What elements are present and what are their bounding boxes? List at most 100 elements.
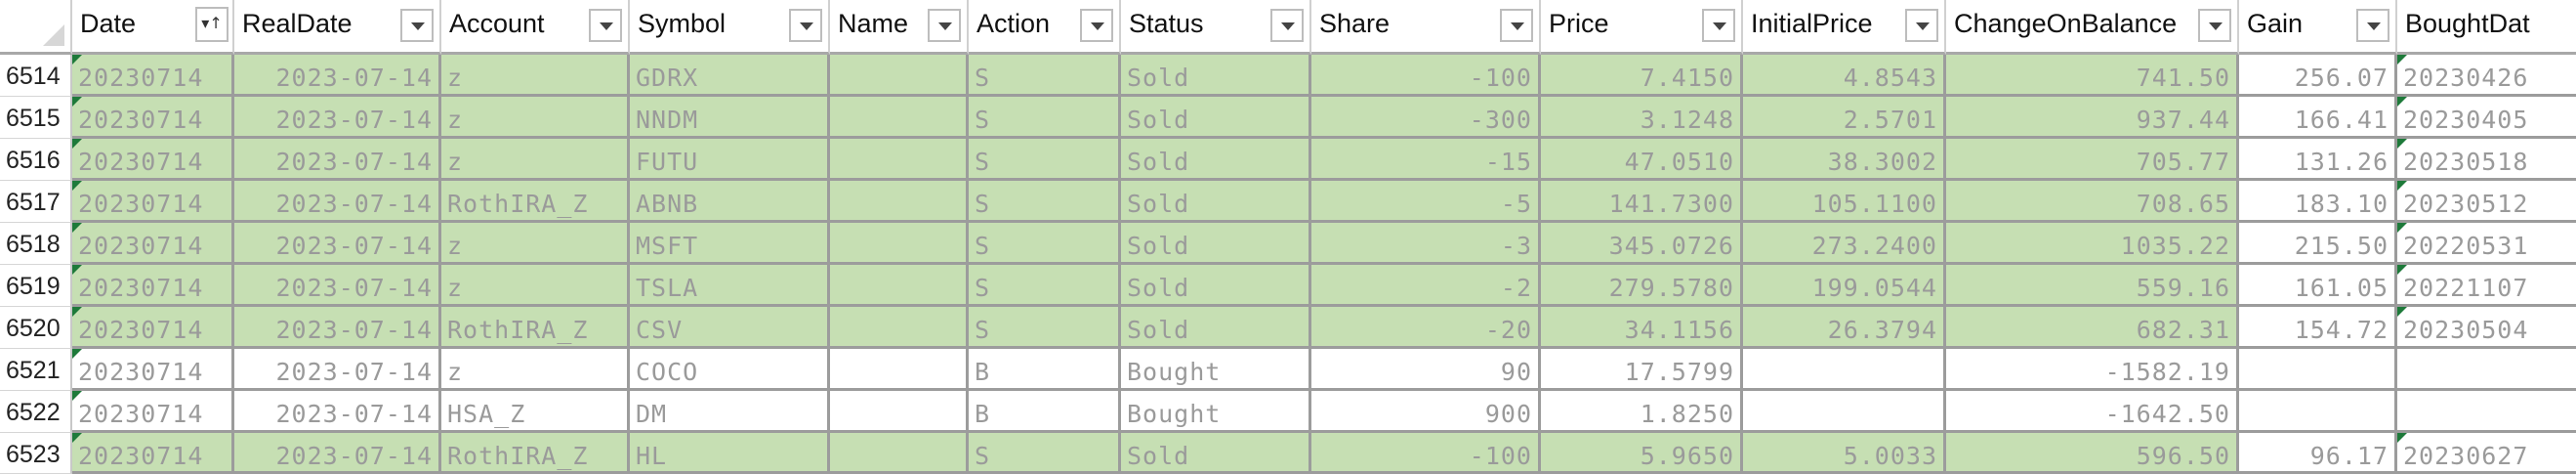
cell-action[interactable]: S (969, 265, 1121, 307)
cell-account[interactable]: z (441, 139, 630, 181)
cell-share[interactable]: -100 (1311, 433, 1541, 474)
filter-dropdown-icon[interactable] (589, 9, 622, 42)
cell-initialprice[interactable]: 199.0544 (1743, 265, 1946, 307)
cell-gain[interactable]: 256.07 (2239, 55, 2397, 97)
cell-realdate[interactable]: 2023-07-14 (234, 223, 441, 265)
cell-price[interactable]: 7.4150 (1541, 55, 1743, 97)
row-number[interactable]: 6517 (0, 181, 72, 223)
cell-name[interactable] (830, 307, 969, 349)
row-number[interactable]: 6519 (0, 265, 72, 307)
filter-dropdown-icon[interactable] (1270, 9, 1304, 42)
cell-initialprice[interactable]: 4.8543 (1743, 55, 1946, 97)
col-header-name[interactable]: Name (830, 0, 969, 55)
cell-status[interactable]: Sold (1121, 97, 1311, 139)
cell-share[interactable]: -15 (1311, 139, 1541, 181)
cell-gain[interactable] (2239, 349, 2397, 391)
cell-price[interactable]: 17.5799 (1541, 349, 1743, 391)
cell-action[interactable]: B (969, 349, 1121, 391)
cell-status[interactable]: Bought (1121, 391, 1311, 433)
row-number[interactable]: 6522 (0, 391, 72, 433)
filter-dropdown-icon[interactable] (1702, 9, 1735, 42)
cell-changeonbalance[interactable]: -1642.50 (1946, 391, 2239, 433)
cell-boughtdate[interactable] (2397, 349, 2576, 391)
cell-account[interactable]: z (441, 349, 630, 391)
cell-share[interactable]: 900 (1311, 391, 1541, 433)
cell-initialprice[interactable] (1743, 349, 1946, 391)
col-header-gain[interactable]: Gain (2239, 0, 2397, 55)
cell-name[interactable] (830, 139, 969, 181)
cell-share[interactable]: -100 (1311, 55, 1541, 97)
row-number[interactable]: 6521 (0, 349, 72, 391)
cell-changeonbalance[interactable]: 937.44 (1946, 97, 2239, 139)
cell-date[interactable]: 20230714 (72, 223, 234, 265)
cell-initialprice[interactable]: 26.3794 (1743, 307, 1946, 349)
cell-realdate[interactable]: 2023-07-14 (234, 433, 441, 474)
cell-changeonbalance[interactable]: 1035.22 (1946, 223, 2239, 265)
cell-realdate[interactable]: 2023-07-14 (234, 391, 441, 433)
cell-name[interactable] (830, 97, 969, 139)
cell-account[interactable]: z (441, 265, 630, 307)
row-number[interactable]: 6520 (0, 307, 72, 349)
cell-share[interactable]: -300 (1311, 97, 1541, 139)
filter-dropdown-icon[interactable] (2198, 9, 2231, 42)
cell-realdate[interactable]: 2023-07-14 (234, 265, 441, 307)
cell-date[interactable]: 20230714 (72, 139, 234, 181)
cell-initialprice[interactable] (1743, 391, 1946, 433)
cell-price[interactable]: 5.9650 (1541, 433, 1743, 474)
cell-name[interactable] (830, 181, 969, 223)
select-all-corner[interactable] (0, 0, 72, 55)
cell-action[interactable]: S (969, 181, 1121, 223)
cell-share[interactable]: 90 (1311, 349, 1541, 391)
col-header-share[interactable]: Share (1311, 0, 1541, 55)
cell-realdate[interactable]: 2023-07-14 (234, 349, 441, 391)
cell-boughtdate[interactable]: 20230627 (2397, 433, 2576, 474)
cell-boughtdate[interactable]: 20230518 (2397, 139, 2576, 181)
cell-initialprice[interactable]: 273.2400 (1743, 223, 1946, 265)
cell-boughtdate[interactable]: 20220531 (2397, 223, 2576, 265)
cell-share[interactable]: -20 (1311, 307, 1541, 349)
cell-account[interactable]: RothIRA_Z (441, 433, 630, 474)
cell-changeonbalance[interactable]: 682.31 (1946, 307, 2239, 349)
cell-name[interactable] (830, 223, 969, 265)
cell-changeonbalance[interactable]: -1582.19 (1946, 349, 2239, 391)
cell-gain[interactable]: 215.50 (2239, 223, 2397, 265)
cell-account[interactable]: RothIRA_Z (441, 307, 630, 349)
cell-status[interactable]: Bought (1121, 349, 1311, 391)
cell-name[interactable] (830, 391, 969, 433)
cell-name[interactable] (830, 349, 969, 391)
cell-gain[interactable]: 96.17 (2239, 433, 2397, 474)
cell-status[interactable]: Sold (1121, 223, 1311, 265)
col-header-account[interactable]: Account (441, 0, 630, 55)
cell-action[interactable]: S (969, 307, 1121, 349)
row-number[interactable]: 6518 (0, 223, 72, 265)
cell-action[interactable]: S (969, 223, 1121, 265)
cell-action[interactable]: S (969, 433, 1121, 474)
cell-account[interactable]: z (441, 97, 630, 139)
cell-status[interactable]: Sold (1121, 55, 1311, 97)
cell-date[interactable]: 20230714 (72, 181, 234, 223)
cell-price[interactable]: 47.0510 (1541, 139, 1743, 181)
filter-dropdown-icon[interactable] (1500, 9, 1533, 42)
cell-share[interactable]: -2 (1311, 265, 1541, 307)
cell-account[interactable]: HSA_Z (441, 391, 630, 433)
cell-action[interactable]: S (969, 97, 1121, 139)
cell-changeonbalance[interactable]: 596.50 (1946, 433, 2239, 474)
row-number[interactable]: 6523 (0, 433, 72, 474)
cell-realdate[interactable]: 2023-07-14 (234, 181, 441, 223)
cell-symbol[interactable]: MSFT (630, 223, 830, 265)
cell-date[interactable]: 20230714 (72, 433, 234, 474)
col-header-status[interactable]: Status (1121, 0, 1311, 55)
cell-status[interactable]: Sold (1121, 265, 1311, 307)
cell-symbol[interactable]: ABNB (630, 181, 830, 223)
cell-symbol[interactable]: GDRX (630, 55, 830, 97)
cell-status[interactable]: Sold (1121, 307, 1311, 349)
cell-realdate[interactable]: 2023-07-14 (234, 97, 441, 139)
row-number[interactable]: 6514 (0, 55, 72, 97)
filter-dropdown-icon[interactable] (928, 9, 961, 42)
cell-changeonbalance[interactable]: 708.65 (1946, 181, 2239, 223)
cell-price[interactable]: 279.5780 (1541, 265, 1743, 307)
col-header-price[interactable]: Price (1541, 0, 1743, 55)
cell-name[interactable] (830, 433, 969, 474)
cell-gain[interactable]: 166.41 (2239, 97, 2397, 139)
cell-account[interactable]: z (441, 223, 630, 265)
